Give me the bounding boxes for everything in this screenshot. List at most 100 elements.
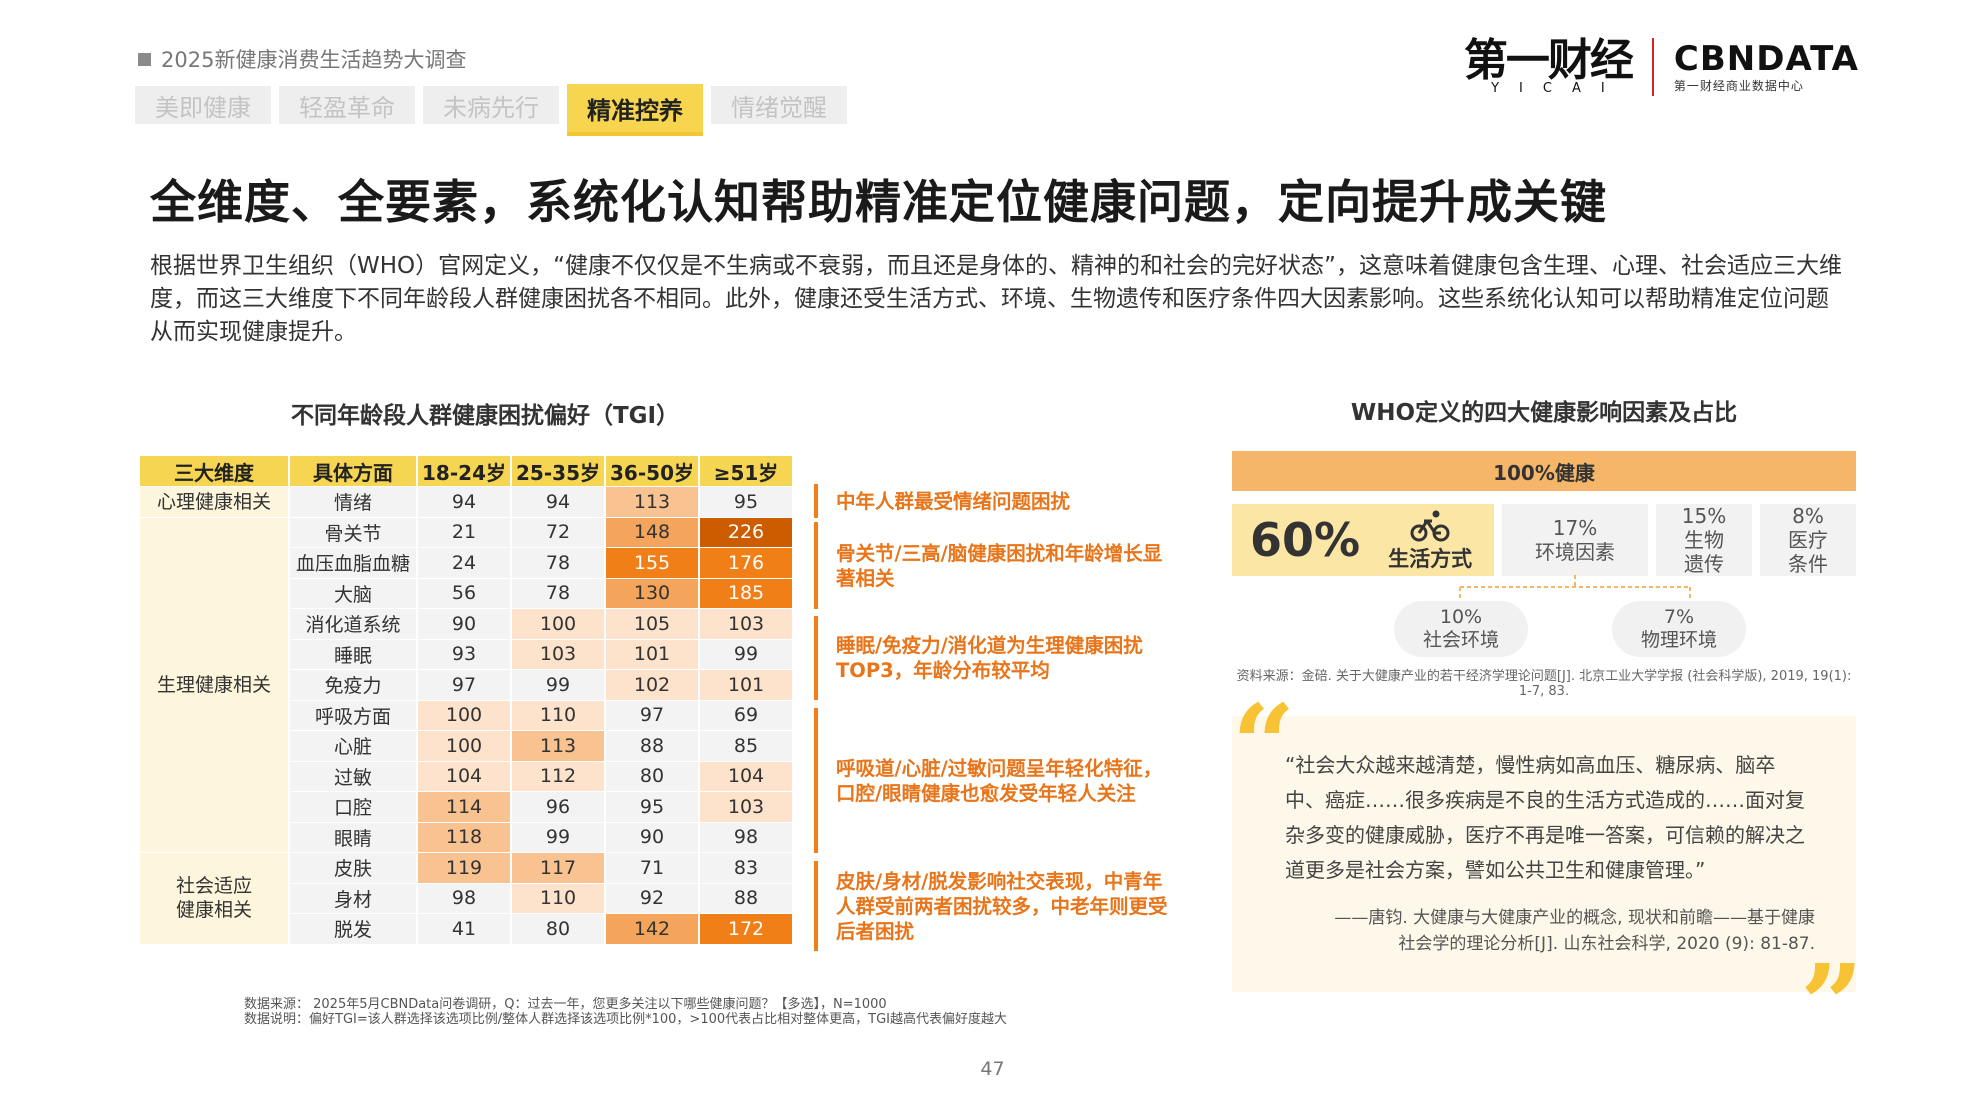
note-sleep-immune-digest: 睡眠/免疫力/消化道为生理健康困扰TOP3，年龄分布较平均: [814, 616, 1174, 700]
page-title: 全维度、全要素，系统化认知帮助精准定位健康问题，定向提升成关键: [150, 175, 1607, 229]
quote-box: [1232, 716, 1856, 992]
tgi-value-cell: 85: [700, 731, 792, 761]
yicai-logo: 第一财经 YICAI: [1463, 35, 1634, 96]
cbndata-logo: CBNDATA 第一财经商业数据中心: [1673, 38, 1859, 93]
tab-precision-care[interactable]: 精准控养: [567, 84, 703, 132]
who-factors-title: WHO定义的四大健康影响因素及占比: [1350, 400, 1738, 426]
tgi-table-title: 不同年龄段人群健康困扰偏好（TGI）: [290, 403, 680, 429]
lifestyle-label: 生活方式: [1388, 547, 1473, 571]
table-row: 大脑 56 78 130 185: [140, 578, 792, 608]
tgi-value-cell: 88: [606, 731, 698, 761]
aspect-cell: 皮肤: [290, 853, 416, 883]
tgi-value-cell: 110: [512, 700, 604, 730]
tgi-value-cell: 95: [606, 792, 698, 822]
aspect-cell: 口腔: [290, 792, 416, 822]
tgi-value-cell: 78: [512, 578, 604, 608]
tgi-value-cell: 83: [700, 853, 792, 883]
table-row: 身材 98 110 92 88: [140, 883, 792, 913]
tgi-value-cell: 100: [418, 700, 510, 730]
tgi-value-cell: 99: [700, 639, 792, 669]
health-total-bar: 100%健康: [1232, 451, 1856, 491]
medical-label: 医疗 条件: [1788, 528, 1828, 576]
bicycle-icon: [1410, 510, 1450, 542]
footnote-description: 数据说明：偏好TGI=该人群选择该选项比例/整体人群选择该选项比例*100，>1…: [244, 1012, 1007, 1027]
tgi-value-cell: 94: [418, 487, 510, 517]
tgi-value-cell: 142: [606, 914, 698, 944]
tgi-value-cell: 97: [418, 670, 510, 700]
tgi-value-cell: 98: [700, 822, 792, 852]
report-tag: 2025新健康消费生活趋势大调查: [138, 44, 466, 74]
table-row: 脱发 41 80 142 172: [140, 914, 792, 944]
note-respiratory-heart: 呼吸道/心脏/过敏问题呈年轻化特征，口腔/眼睛健康也愈发受年轻人关注: [814, 708, 1174, 853]
table-row: 呼吸方面 100 110 97 69: [140, 700, 792, 730]
physical-label: 物理环境: [1640, 629, 1717, 651]
square-icon: [138, 52, 151, 66]
factor-genetics: 15% 生物 遗传: [1656, 504, 1752, 576]
tgi-table-body: 心理健康相关 情绪 94 94 113 95 生理健康相关 骨关节 21 72 148 226 血压血脂…: [140, 487, 792, 944]
tgi-value-cell: 92: [606, 883, 698, 913]
close-quote-icon: ”: [1800, 940, 1864, 1069]
tgi-value-cell: 56: [418, 578, 510, 608]
tgi-value-cell: 78: [512, 548, 604, 578]
footnote-source: 数据来源： 2025年5月CBNData问卷调研，Q：过去一年，您更多关注以下哪…: [244, 997, 887, 1012]
tgi-value-cell: 103: [700, 609, 792, 639]
header-age-25-35: 25-35岁: [512, 456, 604, 486]
table-row: 社会适应 健康相关 皮肤 119 117 71 83: [140, 853, 792, 944]
tgi-value-cell: 80: [512, 914, 604, 944]
tgi-value-cell: 101: [700, 670, 792, 700]
tgi-value-cell: 41: [418, 914, 510, 944]
lifestyle-pct: 60%: [1250, 513, 1361, 567]
aspect-cell: 心脏: [290, 731, 416, 761]
tgi-value-cell: 71: [606, 853, 698, 883]
tgi-value-cell: 72: [512, 517, 604, 547]
tgi-value-cell: 100: [512, 609, 604, 639]
tgi-value-cell: 110: [512, 883, 604, 913]
aspect-cell: 脱发: [290, 914, 416, 944]
tgi-value-cell: 104: [700, 761, 792, 791]
page-number: 47: [980, 1058, 1005, 1080]
dimension-cell: 生理健康相关: [140, 517, 288, 852]
note-bone-bp-brain: 骨关节/三高/脑健康困扰和年龄增长显著相关: [814, 522, 1174, 609]
tgi-value-cell: 114: [418, 792, 510, 822]
tab-lightness[interactable]: 轻盈革命: [279, 86, 415, 124]
tgi-value-cell: 88: [700, 883, 792, 913]
tab-prevention[interactable]: 未病先行: [423, 86, 559, 124]
table-row: 免疫力 97 99 102 101: [140, 670, 792, 700]
logo-divider: [1651, 38, 1654, 96]
tgi-value-cell: 90: [606, 822, 698, 852]
section-tabs: 美即健康 轻盈革命 未病先行 精准控养 情绪觉醒: [135, 84, 847, 132]
table-row: 口腔 114 96 95 103: [140, 792, 792, 822]
quote-citation: ——唐钧. 大健康与大健康产业的概念, 现状和前瞻——基于健康 社会学的理论分析…: [1285, 905, 1815, 957]
tgi-value-cell: 117: [512, 853, 604, 883]
tgi-value-cell: 113: [606, 487, 698, 517]
tgi-value-cell: 24: [418, 548, 510, 578]
tgi-value-cell: 98: [418, 883, 510, 913]
tgi-value-cell: 172: [700, 914, 792, 944]
genetics-pct: 15%: [1681, 504, 1727, 528]
brand-logos: 第一财经 YICAI CBNDATA 第一财经商业数据中心: [1464, 38, 1859, 96]
tgi-value-cell: 104: [418, 761, 510, 791]
environment-pct: 17%: [1552, 516, 1598, 540]
header-aspect: 具体方面: [290, 456, 416, 486]
note-emotion: 中年人群最受情绪问题困扰: [814, 484, 1174, 518]
aspect-cell: 呼吸方面: [290, 700, 416, 730]
tgi-value-cell: 96: [512, 792, 604, 822]
aspect-cell: 情绪: [290, 487, 416, 517]
tgi-value-cell: 99: [512, 822, 604, 852]
who-source-note: 资料来源：金碚. 关于大健康产业的若干经济学理论问题[J]. 北京工业大学学报 …: [1236, 669, 1852, 699]
header-age-18-24: 18-24岁: [418, 456, 510, 486]
tgi-value-cell: 119: [418, 853, 510, 883]
header-age-36-50: 36-50岁: [606, 456, 698, 486]
sub-factor-social: 10% 社会环境: [1394, 601, 1528, 657]
tgi-value-cell: 176: [700, 548, 792, 578]
aspect-cell: 身材: [290, 883, 416, 913]
table-row: 生理健康相关 骨关节 21 72 148 226: [140, 517, 792, 852]
tgi-value-cell: 130: [606, 578, 698, 608]
tab-emotion[interactable]: 情绪觉醒: [711, 86, 847, 124]
intro-paragraph: 根据世界卫生组织（WHO）官网定义，“健康不仅仅是不生病或不衰弱，而且还是身体的…: [150, 253, 1842, 345]
table-row: 心理健康相关 情绪 94 94 113 95: [140, 487, 792, 517]
quote-text: “社会大众越来越清楚，慢性病如高血压、糖尿病、脑卒中、癌症……很多疾病是不良的生…: [1285, 753, 1805, 882]
tgi-value-cell: 21: [418, 517, 510, 547]
tab-beauty[interactable]: 美即健康: [135, 86, 271, 124]
environment-label: 环境因素: [1535, 540, 1615, 564]
